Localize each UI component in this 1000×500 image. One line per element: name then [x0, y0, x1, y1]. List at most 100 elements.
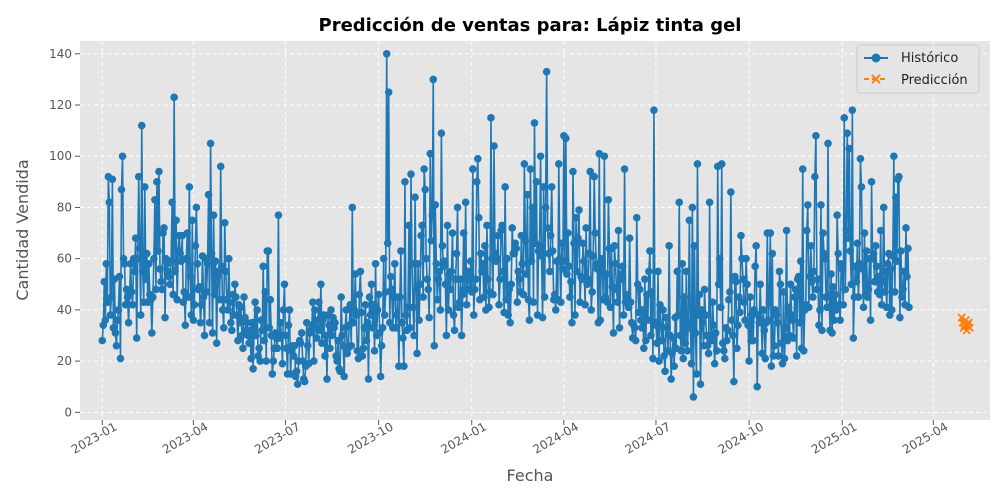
data-point — [746, 293, 754, 301]
data-point — [690, 242, 699, 250]
data-point — [539, 183, 548, 191]
data-point — [551, 306, 560, 314]
data-point — [457, 331, 466, 340]
data-point — [710, 359, 719, 368]
data-point — [536, 152, 545, 161]
data-point — [380, 311, 389, 319]
data-point — [600, 152, 609, 161]
data-point — [807, 242, 815, 250]
data-point — [567, 277, 575, 286]
data-point — [733, 344, 741, 353]
data-point — [515, 275, 524, 283]
data-point — [574, 234, 582, 242]
data-point — [333, 357, 341, 365]
data-point — [182, 254, 191, 263]
data-point — [172, 216, 180, 225]
data-point — [573, 267, 581, 276]
data-point — [522, 270, 531, 278]
data-point — [586, 167, 594, 176]
data-point — [480, 293, 488, 301]
data-point — [737, 231, 745, 240]
data-point — [98, 336, 107, 345]
data-point — [181, 321, 190, 330]
data-point — [879, 203, 888, 212]
data-point — [668, 349, 676, 358]
data-point — [580, 257, 588, 266]
data-point — [189, 316, 198, 324]
data-point — [794, 272, 803, 281]
data-point — [438, 242, 447, 250]
data-point — [391, 259, 399, 268]
data-point — [368, 324, 377, 332]
data-point — [226, 298, 234, 307]
y-tick-label: 140 — [49, 47, 72, 61]
data-point — [547, 183, 556, 191]
data-point — [322, 331, 330, 340]
data-point — [136, 311, 145, 319]
data-point — [193, 259, 202, 268]
data-point — [417, 231, 425, 240]
x-tick-label: 2025-01 — [809, 419, 859, 456]
data-point — [691, 329, 700, 337]
data-point — [317, 280, 325, 289]
data-point — [667, 375, 675, 383]
data-point — [232, 293, 240, 301]
data-point — [326, 344, 334, 353]
data-point — [192, 203, 201, 212]
data-point — [121, 300, 130, 309]
data-point — [563, 270, 571, 278]
data-point — [176, 249, 185, 258]
series-group — [98, 50, 974, 401]
data-point — [449, 311, 458, 319]
data-point — [791, 285, 800, 294]
data-point — [554, 160, 563, 168]
data-point — [453, 203, 462, 212]
data-point — [160, 224, 168, 232]
data-point — [245, 339, 253, 347]
data-point — [269, 357, 278, 365]
data-point — [120, 259, 129, 268]
data-point — [379, 254, 388, 263]
data-point — [191, 242, 200, 250]
data-point — [418, 221, 426, 230]
data-point — [642, 336, 650, 345]
data-point — [219, 324, 228, 332]
data-point — [617, 270, 626, 278]
data-point — [869, 249, 878, 258]
data-point — [753, 382, 761, 391]
data-point — [502, 295, 510, 304]
data-point — [565, 262, 573, 271]
data-point — [300, 377, 309, 386]
data-point — [422, 254, 430, 263]
data-point — [798, 165, 807, 173]
data-point — [455, 298, 464, 307]
data-point — [396, 293, 404, 301]
data-point — [170, 93, 178, 102]
data-point — [487, 114, 495, 122]
data-point — [602, 270, 611, 278]
data-point — [670, 362, 678, 371]
data-point — [196, 318, 205, 327]
data-point — [557, 298, 565, 307]
data-point — [463, 267, 472, 276]
data-point — [714, 280, 723, 289]
data-point — [169, 290, 177, 299]
data-point — [462, 300, 471, 309]
data-point — [814, 275, 822, 283]
data-point — [789, 334, 798, 342]
data-point — [526, 165, 535, 173]
data-point — [456, 275, 465, 283]
data-point — [827, 270, 835, 278]
data-point — [323, 375, 331, 383]
data-point — [348, 203, 357, 212]
data-point — [695, 290, 704, 299]
data-point — [135, 244, 144, 253]
data-point — [751, 262, 759, 271]
data-point — [843, 129, 852, 137]
data-point — [448, 229, 457, 237]
data-point — [776, 280, 785, 289]
data-point — [558, 239, 566, 248]
data-point — [412, 285, 420, 294]
data-point — [386, 272, 395, 281]
x-tick-label: 2023-04 — [160, 419, 210, 456]
